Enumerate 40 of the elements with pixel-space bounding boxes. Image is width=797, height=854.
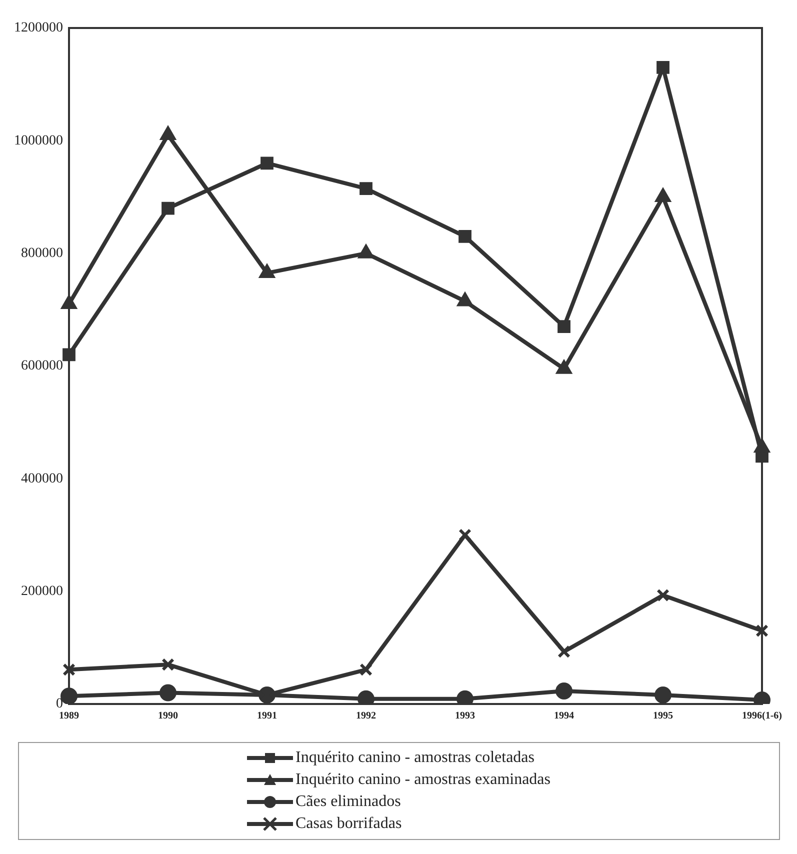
point [558,645,570,658]
x-tick-label: 1993 [455,710,476,722]
legend-label: Casas borrifadas [295,815,402,832]
point [654,686,672,704]
point [756,624,768,638]
x-tick-label: 1992 [356,710,376,722]
point [162,202,174,215]
point [556,682,573,700]
y-tick-label: 800000 [21,246,63,262]
x-tick-label: 1994 [554,710,574,722]
x-tick-label: 1991 [257,710,277,722]
y-tick-label: 400000 [21,471,63,486]
y-tick-label: 200000 [21,584,63,600]
point [558,320,570,334]
legend-label: Cães eliminados [295,793,401,810]
x-tick-label: 1996(1-6) [742,710,782,722]
x-tick-label: 1990 [158,710,178,722]
point [358,244,374,258]
legend-label: Inquérito canino - amostras examinadas [295,771,551,788]
x-tick-label: 1989 [59,710,79,722]
point [656,588,670,602]
point [556,360,572,374]
point [458,230,472,243]
x-tick-label: 1995 [653,710,674,722]
point [160,684,176,702]
point [162,658,174,672]
point [457,292,473,306]
point [656,60,670,74]
legend-label: Inquérito canino - amostras coletadas [295,749,535,766]
point [160,126,176,140]
point [360,182,372,195]
point [259,264,275,278]
y-tick-label: 0 [56,696,63,712]
point [260,156,274,170]
point [62,663,76,676]
y-tick-label: 600000 [21,358,63,374]
y-tick-label: 1000000 [14,133,63,148]
point [655,188,671,202]
y-tick-label: 1200000 [14,20,63,36]
point [360,663,372,676]
